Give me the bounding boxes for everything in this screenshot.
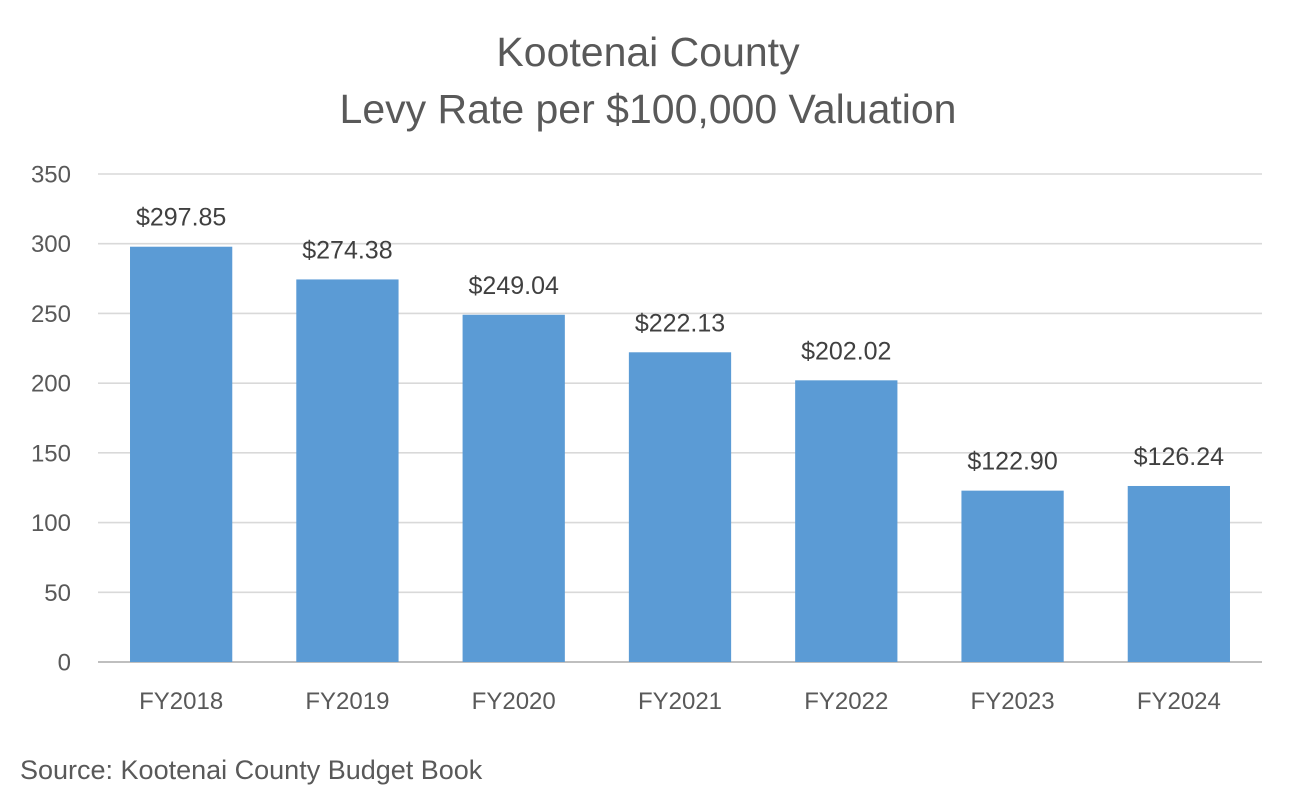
- data-label-fy2020: $249.04: [469, 272, 559, 300]
- x-axis: FY2018 FY2019 FY2020 FY2021 FY2022 FY2023 FY20…: [139, 688, 1221, 715]
- y-tick-label: 200: [31, 371, 71, 398]
- source-note: Source: Kootenai County Budget Book: [20, 755, 483, 785]
- data-label-fy2022: $202.02: [801, 337, 891, 365]
- data-labels: $297.85 $274.38 $249.04 $222.13 $202.02 $122.…: [136, 204, 1224, 476]
- y-tick-label: 150: [31, 440, 71, 467]
- bar-fy2018: [130, 246, 233, 662]
- y-tick-label: 0: [58, 650, 71, 677]
- x-tick-label: FY2020: [472, 688, 556, 715]
- bar-fy2023: [961, 490, 1064, 662]
- bar-fy2021: [628, 352, 732, 662]
- y-axis: 0 50 100 150 200 250 300 350: [31, 162, 71, 677]
- x-tick-label: FY2023: [971, 688, 1055, 715]
- y-tick-label: 300: [31, 231, 71, 258]
- y-tick-label: 350: [31, 162, 71, 189]
- data-label-fy2021: $222.13: [635, 309, 725, 337]
- chart-title-line-1: Kootenai County: [496, 29, 800, 75]
- bar-fy2019: [296, 279, 399, 662]
- data-label-fy2019: $274.38: [302, 236, 392, 264]
- y-tick-label: 100: [31, 510, 71, 537]
- x-tick-label: FY2022: [804, 688, 888, 715]
- x-tick-label: FY2021: [638, 688, 722, 715]
- data-label-fy2023: $122.90: [967, 448, 1057, 476]
- bar-fy2020: [462, 314, 565, 662]
- y-tick-label: 50: [44, 580, 71, 607]
- x-tick-label: FY2018: [139, 688, 223, 715]
- bars: [130, 246, 1230, 662]
- y-tick-label: 250: [31, 301, 71, 328]
- chart-title: Kootenai County Levy Rate per $100,000 V…: [340, 29, 957, 132]
- chart-title-line-2: Levy Rate per $100,000 Valuation: [340, 86, 957, 132]
- x-tick-label: FY2024: [1137, 688, 1221, 715]
- bar-fy2024: [1127, 485, 1230, 662]
- x-tick-label: FY2019: [305, 688, 389, 715]
- bar-fy2022: [795, 380, 898, 662]
- data-label-fy2018: $297.85: [136, 204, 226, 232]
- data-label-fy2024: $126.24: [1134, 443, 1224, 471]
